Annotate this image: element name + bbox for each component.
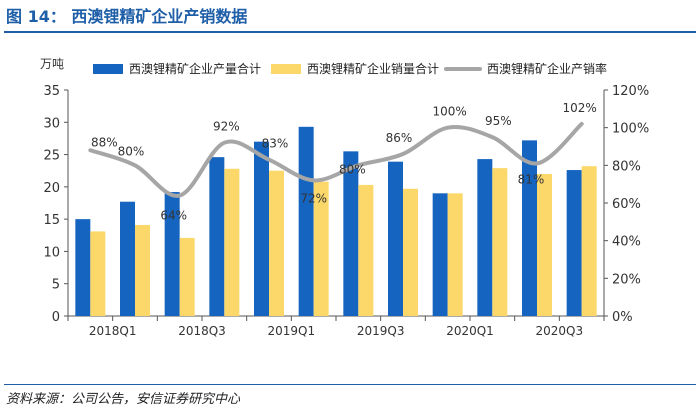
x-tick-label: 2019Q1	[268, 324, 316, 338]
sales-bar	[313, 181, 329, 316]
sales-bar	[224, 168, 240, 316]
right-tick-label: 80%	[612, 159, 641, 174]
production-bar	[298, 126, 314, 316]
sales-bar	[90, 231, 106, 316]
title-rule	[4, 31, 696, 33]
sales-bar	[447, 193, 463, 316]
left-tick-label: 10	[43, 245, 60, 260]
x-tick-label: 2018Q3	[178, 324, 226, 338]
production-bar	[164, 192, 180, 316]
left-tick-label: 30	[43, 116, 60, 131]
legend-swatch-sales	[271, 64, 301, 74]
production-bar	[343, 151, 359, 316]
rate-data-label: 80%	[339, 162, 366, 176]
sales-bar	[358, 184, 374, 316]
legend-label-rate: 西澳锂精矿企业产销率	[487, 61, 607, 76]
production-bar	[477, 159, 493, 316]
sales-bar	[581, 166, 597, 316]
left-tick-label: 35	[43, 84, 60, 99]
production-bar	[209, 157, 225, 316]
sales-bar	[269, 170, 284, 316]
production-bar	[566, 170, 582, 316]
rate-data-label: 80%	[118, 144, 145, 158]
rate-data-label: 95%	[485, 114, 512, 128]
production-bar	[432, 193, 448, 316]
figure-title: 图 14： 西澳锂精矿企业产销数据	[6, 7, 248, 26]
production-bar	[75, 219, 91, 316]
right-tick-label: 60%	[612, 197, 641, 212]
right-tick-label: 0%	[612, 310, 633, 325]
left-axis-unit-label: 万吨	[40, 57, 64, 71]
production-bar	[388, 161, 403, 316]
production-bar	[522, 140, 537, 316]
x-tick-label: 2018Q1	[89, 324, 137, 338]
left-tick-label: 15	[43, 213, 60, 228]
rate-data-label: 100%	[433, 105, 467, 119]
rate-data-label: 72%	[300, 191, 327, 205]
source-note: 资料来源：公司公告，安信证券研究中心	[6, 392, 241, 407]
production-bar	[120, 201, 135, 316]
x-tick-label: 2019Q3	[357, 324, 405, 338]
left-tick-label: 0	[52, 310, 60, 325]
rate-data-label: 88%	[91, 135, 118, 149]
left-tick-label: 25	[43, 149, 60, 164]
right-tick-label: 100%	[612, 122, 649, 137]
legend-label-production: 西澳锂精矿企业产量合计	[129, 61, 261, 76]
rate-data-label: 102%	[563, 101, 597, 115]
sales-bar	[492, 168, 508, 316]
right-tick-label: 20%	[612, 272, 641, 287]
legend-swatch-production	[93, 64, 123, 74]
sales-bar	[403, 188, 418, 316]
sales-bar	[179, 237, 195, 316]
x-tick-label: 2020Q3	[536, 324, 584, 338]
right-tick-label: 40%	[612, 235, 641, 250]
rate-data-label: 92%	[213, 120, 240, 134]
sales-bar	[537, 173, 552, 316]
left-tick-label: 20	[43, 181, 60, 196]
right-tick-label: 120%	[612, 84, 649, 99]
sales-bar	[135, 224, 150, 316]
rate-data-label: 83%	[262, 137, 289, 151]
legend: 西澳锂精矿企业产量合计 西澳锂精矿企业销量合计 西澳锂精矿企业产销率	[93, 61, 607, 76]
sales-rate-line	[88, 121, 584, 198]
rate-data-label: 86%	[386, 131, 413, 145]
source-rule	[4, 384, 696, 385]
x-tick-label: 2020Q1	[446, 324, 494, 338]
rate-data-label: 64%	[160, 208, 187, 222]
legend-label-sales: 西澳锂精矿企业销量合计	[307, 61, 439, 76]
left-tick-label: 5	[52, 278, 60, 293]
rate-data-label: 81%	[518, 172, 545, 186]
production-sales-chart: 万吨 西澳锂精矿企业产量合计 西澳锂精矿企业销量合计 西澳锂精矿企业产销率 0 5…	[40, 57, 649, 338]
production-bar	[254, 141, 269, 316]
